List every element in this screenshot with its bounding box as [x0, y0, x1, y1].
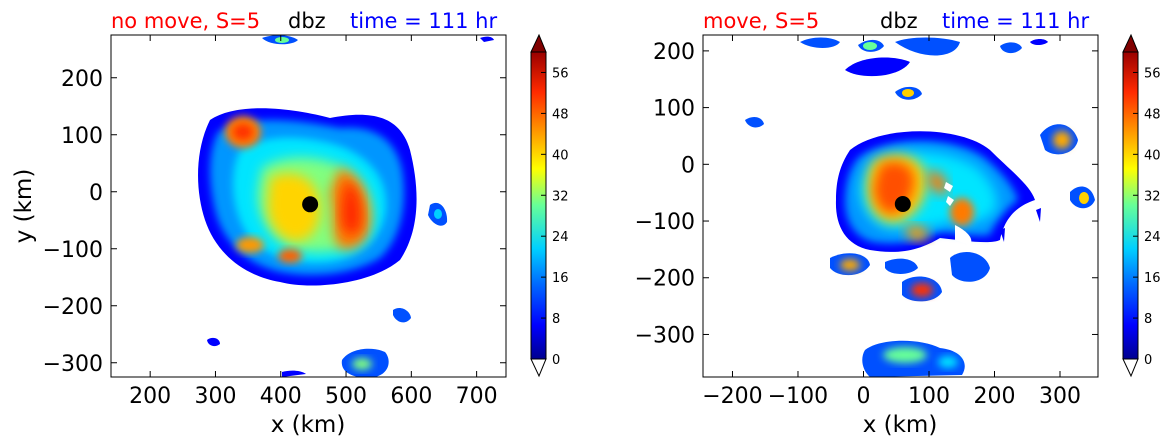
colorbar-tick-label-right: 32 [1144, 189, 1161, 204]
colorbar-tick-label-left: 8 [552, 312, 560, 327]
x-ticks-right: −200 −100 0 100 200 300 [702, 35, 1081, 409]
y-ticks-right: 200 100 0 −100 −200 −300 [635, 40, 1098, 348]
plot-frame-right [702, 34, 1099, 378]
title-left-2: move, S=5 [703, 9, 819, 33]
cell-b2-left [207, 337, 220, 347]
y-tick-label-left: 100 [61, 124, 103, 149]
x-tick-label-left: 300 [194, 384, 236, 409]
storm-center-marker-right [894, 196, 911, 213]
chart-right: move, S=5 dbz time = 111 hr [635, 9, 1161, 438]
colorbar-extend-top-right [1122, 33, 1139, 53]
y-tick-label-left: −100 [43, 238, 103, 263]
x-tick-label-left: 200 [129, 384, 171, 409]
storm-l7-right [905, 225, 929, 241]
y-tick-label-left: −300 [43, 352, 103, 377]
cell-nw2-left [233, 124, 253, 140]
y-tick-label-right: −100 [635, 210, 695, 235]
contour-field-right [745, 37, 1095, 377]
colorbar-tick-label-right: 8 [1144, 312, 1152, 327]
y-tick-label-right: 200 [653, 40, 695, 65]
title-right-1: time = 111 hr [350, 9, 497, 33]
cell-b1-left [393, 307, 411, 323]
cell-tr-left [480, 36, 494, 42]
y-tick-label-right: 0 [681, 153, 695, 178]
colorbar-tick-label-right: 0 [1144, 353, 1152, 368]
storm-l7-left [341, 180, 362, 235]
colorbar-tick-label-left: 16 [552, 271, 569, 286]
y-tick-label-right: −300 [635, 323, 695, 348]
x-axis-title-left: x (km) [271, 412, 346, 438]
colorbar-left: 0 8 16 24 32 40 48 56 [530, 33, 569, 378]
colorbar-extend-top-left [530, 33, 547, 53]
colorbar-tick-label-right: 16 [1144, 271, 1161, 286]
y-tick-label-left: 0 [89, 181, 103, 206]
colorbar-tick-label-left: 56 [552, 66, 569, 81]
y-tick-label-left: 200 [61, 67, 103, 92]
x-tick-label-right: 200 [974, 384, 1016, 409]
x-tick-label-left: 600 [390, 384, 432, 409]
colorbar-tick-label-right: 40 [1144, 148, 1161, 163]
colorbar-tick-label-right: 56 [1144, 66, 1161, 81]
title-center-2: dbz [880, 9, 918, 33]
storm-l5-left [267, 173, 321, 242]
x-tick-label-left: 500 [325, 384, 367, 409]
x-tick-label-right: −200 [702, 384, 762, 409]
colorbar-tick-label-left: 0 [552, 353, 560, 368]
x-tick-label-right: −100 [768, 384, 828, 409]
colorbar-extend-bottom-right [1122, 358, 1139, 378]
colorbar-extend-bottom-left [530, 358, 547, 378]
storm-l6-right [928, 170, 948, 195]
y-tick-label-right: −200 [635, 267, 695, 292]
x-tick-label-right: 100 [908, 384, 950, 409]
plot-frame-left [110, 34, 507, 378]
cell-topleft-right [800, 37, 840, 48]
title-left-1: no move, S=5 [111, 9, 260, 33]
colorbar-tick-label-left: 48 [552, 107, 569, 122]
colorbar-tick-label-right: 48 [1144, 107, 1161, 122]
cell-sw-left [236, 237, 264, 253]
y-tick-label-right: 100 [653, 97, 695, 122]
storm-center-marker-left [302, 196, 319, 213]
colorbar-bar-left [530, 51, 547, 360]
colorbar-tick-label-left: 24 [552, 230, 569, 245]
chart-left: no move, S=5 dbz time = 111 hr [11, 9, 569, 438]
cell-b4-left [282, 370, 306, 377]
y-ticks-left: 200 100 0 −100 −200 −300 [43, 67, 506, 377]
contour-field-left [198, 35, 494, 377]
cell-s-left [278, 249, 302, 263]
x-tick-label-right: 300 [1039, 384, 1081, 409]
x-axis-title-right: x (km) [863, 412, 938, 438]
colorbar-right: 0 8 16 24 32 40 48 56 [1122, 33, 1161, 378]
y-axis-title-left: y (km) [11, 169, 37, 244]
x-tick-label-right: 0 [856, 384, 870, 409]
title-center-1: dbz [288, 9, 326, 33]
colorbar-tick-label-left: 32 [552, 189, 569, 204]
x-tick-label-left: 400 [260, 384, 302, 409]
x-tick-label-left: 700 [456, 384, 498, 409]
colorbar-bar-right [1122, 51, 1139, 360]
colorbar-tick-label-left: 40 [552, 148, 569, 163]
title-right-2: time = 111 hr [942, 9, 1089, 33]
y-tick-label-left: −200 [43, 295, 103, 320]
colorbar-tick-label-right: 24 [1144, 230, 1161, 245]
x-ticks-left: 200 300 400 500 600 700 [129, 35, 498, 409]
